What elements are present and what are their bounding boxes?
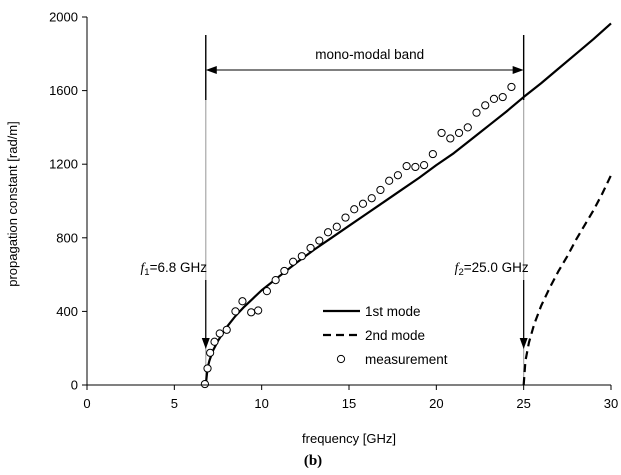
measurement-point xyxy=(231,307,240,316)
measurement-point xyxy=(222,325,231,334)
measurement-point xyxy=(315,236,324,245)
x-tick-label: 25 xyxy=(516,396,530,411)
band-arrowhead-left xyxy=(205,66,217,74)
measurement-point xyxy=(203,364,212,373)
y-tick-label: 0 xyxy=(71,378,78,393)
f1-arrowhead xyxy=(201,338,210,349)
x-tick-label: 20 xyxy=(429,396,443,411)
legend-swatch-measurement xyxy=(336,354,346,364)
measurement-point xyxy=(341,213,350,222)
series-line-2 xyxy=(522,174,612,386)
measurement-point xyxy=(254,306,263,315)
measurement-point xyxy=(238,297,247,306)
measurement-point xyxy=(358,199,368,208)
measurement-point xyxy=(350,205,359,214)
mono-modal-band-annotation: mono-modal band xyxy=(205,47,524,74)
measurement-point xyxy=(498,92,507,102)
measurement-point xyxy=(323,228,333,237)
band-arrowhead-right xyxy=(512,66,524,74)
measurement-point xyxy=(385,176,394,185)
measurement-point xyxy=(215,329,224,338)
f2-label: f2=25.0 GHz xyxy=(455,260,529,278)
y-tick-label: 800 xyxy=(56,230,78,245)
f2-var: f xyxy=(455,260,461,275)
legend: 1st mode 2nd mode measurement xyxy=(323,304,448,367)
y-tick-label: 1600 xyxy=(49,83,78,98)
measurement-point xyxy=(420,161,429,170)
measurement-point xyxy=(446,134,455,143)
x-tick-label: 30 xyxy=(604,396,618,411)
y-axis-ticks: 0 400 800 1200 1600 2000 xyxy=(49,10,87,393)
measurement-point xyxy=(306,243,315,253)
x-tick-label: 0 xyxy=(83,396,90,411)
measurement-point xyxy=(247,308,256,317)
f1-sub: 1 xyxy=(144,267,149,278)
measurement-point xyxy=(206,348,215,357)
measurement-point xyxy=(463,123,472,132)
x-tick-label: 10 xyxy=(254,396,268,411)
panel-label: (b) xyxy=(304,453,322,469)
measurement-point xyxy=(507,82,516,92)
x-axis-title: frequency [GHz] xyxy=(302,431,396,446)
measurement-point xyxy=(472,108,481,117)
measurement-point xyxy=(402,161,411,171)
measurement-point xyxy=(489,94,499,103)
y-tick-label: 1200 xyxy=(49,157,78,172)
band-label: mono-modal band xyxy=(315,47,424,62)
measurement-point xyxy=(297,252,306,261)
x-tick-label: 5 xyxy=(171,396,178,411)
f2-annotation: f2=25.0 GHz xyxy=(455,260,529,349)
legend-label-2nd-mode: 2nd mode xyxy=(365,328,425,343)
x-axis-ticks: 0 5 10 15 20 25 30 xyxy=(83,385,618,411)
f1-label: f1=6.8 GHz xyxy=(141,260,208,278)
x-tick-label: 15 xyxy=(342,396,356,411)
measurement-point xyxy=(437,128,446,138)
measurement-point xyxy=(262,287,272,296)
measurement-point xyxy=(280,266,289,276)
f2-arrowhead xyxy=(519,338,528,349)
measurement-point xyxy=(411,162,420,172)
measurement-markers xyxy=(200,82,516,389)
legend-label-measurement: measurement xyxy=(365,352,448,367)
measurement-point xyxy=(367,194,376,203)
measurement-point xyxy=(393,171,403,180)
measurement-point xyxy=(454,128,464,138)
f1-annotation: f1=6.8 GHz xyxy=(141,260,210,349)
plot-area xyxy=(200,22,612,389)
y-tick-label: 400 xyxy=(56,304,78,319)
f2-value: =25.0 GHz xyxy=(464,260,529,275)
f1-var: f xyxy=(141,260,147,275)
legend-label-1st-mode: 1st mode xyxy=(365,304,421,319)
measurement-point xyxy=(271,276,280,285)
measurement-point xyxy=(210,337,219,346)
f1-value: =6.8 GHz xyxy=(150,260,208,275)
measurement-point xyxy=(481,101,490,110)
measurement-point xyxy=(200,379,209,389)
measurement-point xyxy=(289,257,298,266)
measurement-point xyxy=(376,185,385,195)
y-axis-title: propagation constant [rad/m] xyxy=(5,121,20,287)
measurement-point xyxy=(428,149,437,159)
measurement-point xyxy=(332,222,341,231)
y-tick-label: 2000 xyxy=(49,10,78,25)
f2-sub: 2 xyxy=(458,267,463,278)
